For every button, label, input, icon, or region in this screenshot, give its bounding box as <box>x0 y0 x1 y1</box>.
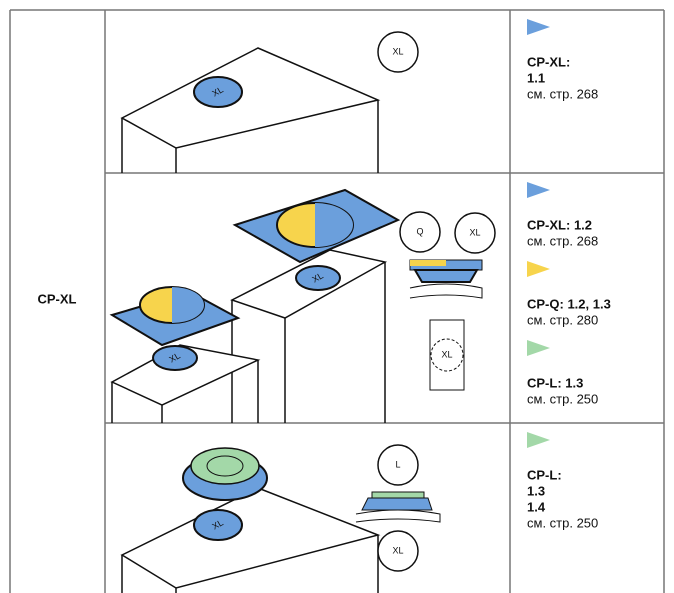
product-label: CP-XL <box>38 291 77 306</box>
illustration-2 <box>109 188 496 423</box>
note-marker <box>527 182 550 198</box>
note-marker <box>527 261 550 277</box>
connector-label: L <box>395 459 400 469</box>
connector-label: XL <box>210 84 225 98</box>
connector-label: XL <box>392 46 403 56</box>
note-page: см. стр. 280 <box>527 312 598 327</box>
illustration-1 <box>120 31 419 173</box>
note-code: CP-L: 1.3 <box>527 375 583 390</box>
note-code: CP-XL: 1.2 <box>527 217 592 232</box>
note-marker <box>527 432 550 448</box>
connector-label: XL <box>210 517 225 531</box>
table-grid <box>9 9 665 593</box>
note-page: см. стр. 268 <box>527 86 598 101</box>
note-code: 1.1 <box>527 70 545 85</box>
connector-label: Q <box>416 226 423 236</box>
note-code: CP-XL: <box>527 54 570 69</box>
illustration-3 <box>120 444 441 593</box>
connector-label: XL <box>469 227 480 237</box>
connector-label: XL <box>392 545 403 555</box>
note-page: см. стр. 250 <box>527 515 598 530</box>
note-code: CP-L: <box>527 467 562 482</box>
note-code: CP-Q: 1.2, 1.3 <box>527 296 611 311</box>
note-marker <box>527 340 550 356</box>
connector-label: XL <box>441 349 452 359</box>
connector-label: XL <box>310 270 325 284</box>
note-code: 1.4 <box>527 499 546 514</box>
connector-label: XL <box>167 350 182 364</box>
note-page: см. стр. 268 <box>527 233 598 248</box>
note-code: 1.3 <box>527 483 545 498</box>
note-page: см. стр. 250 <box>527 391 598 406</box>
note-marker <box>527 19 550 35</box>
